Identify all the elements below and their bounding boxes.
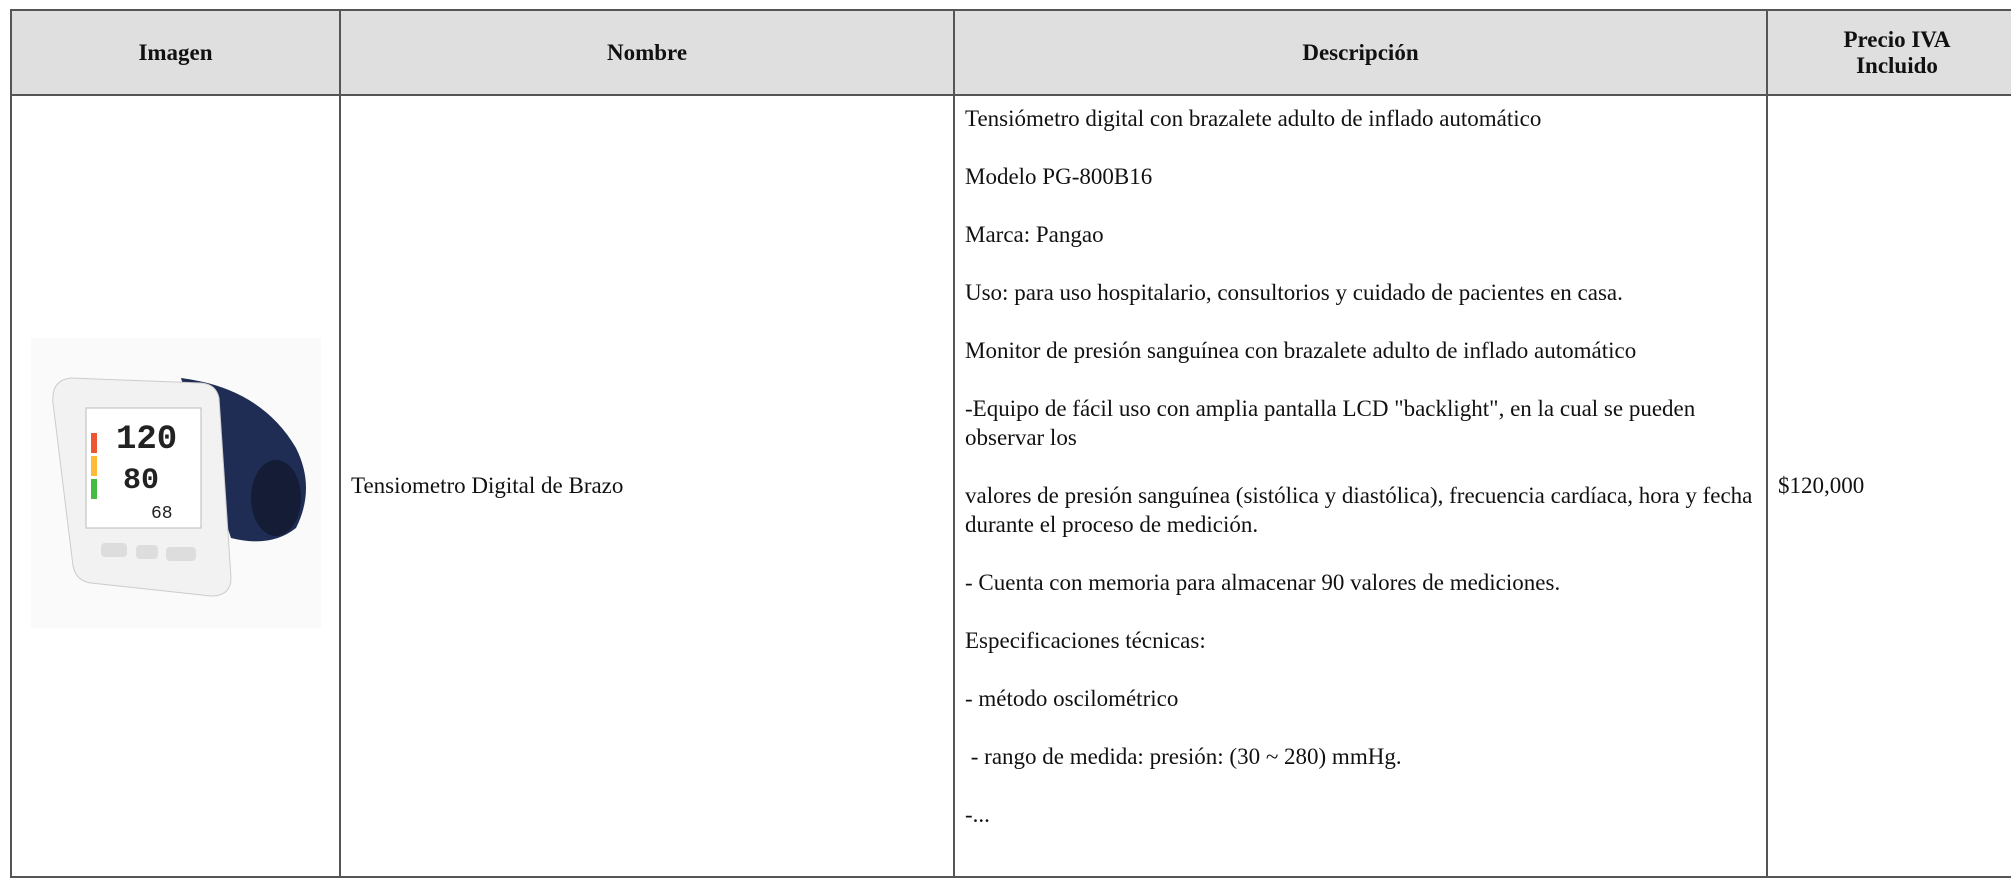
svg-text:120: 120 <box>116 421 177 459</box>
header-cell: Descripción <box>953 9 1768 96</box>
svg-text:80: 80 <box>123 464 159 498</box>
header-cell: Imagen <box>10 9 341 96</box>
description-line: Tensiómetro digital con brazalete adulto… <box>965 106 1542 131</box>
description-line: - Cuenta con memoria para almacenar 90 v… <box>965 570 1561 595</box>
product-table: Imagen Nombre Descripción Precio IVA Inc… <box>10 9 2011 878</box>
description-line: Uso: para uso hospitalario, consultorios… <box>965 280 1623 305</box>
header-cell: Nombre <box>339 9 955 96</box>
header-row: Imagen Nombre Descripción Precio IVA Inc… <box>10 9 2011 96</box>
description-line: Modelo PG-800B16 <box>965 164 1153 189</box>
description-line: -Equipo de fácil uso con amplia pantalla… <box>965 396 1702 450</box>
svg-text:68: 68 <box>151 504 173 524</box>
description-line: valores de presión sanguínea (sistólica … <box>965 483 1759 537</box>
header-cell: Precio IVA Incluido <box>1766 9 2011 96</box>
image-cell: 120 80 68 <box>10 94 341 878</box>
description-line: - método oscilométrico <box>965 686 1179 711</box>
header-text: Precio IVA Incluido <box>1843 26 1951 78</box>
name-cell: Tensiometro Digital de Brazo <box>339 94 955 878</box>
description-line: Monitor de presión sanguínea con brazale… <box>965 338 1637 363</box>
description-line: - rango de medida: presión: (30 ~ 280) m… <box>965 744 1402 769</box>
description-line: -... <box>965 802 990 827</box>
description-line: Marca: Pangao <box>965 222 1104 247</box>
product-row: 120 80 68 Tensiometro Digital de Brazo T… <box>10 94 2011 878</box>
description-line: Especificaciones técnicas: <box>965 628 1206 653</box>
product-image: 120 80 68 <box>30 338 321 628</box>
price-cell: $120,000 <box>1766 94 2011 878</box>
description-cell: Tensiómetro digital con brazalete adulto… <box>953 94 1768 878</box>
